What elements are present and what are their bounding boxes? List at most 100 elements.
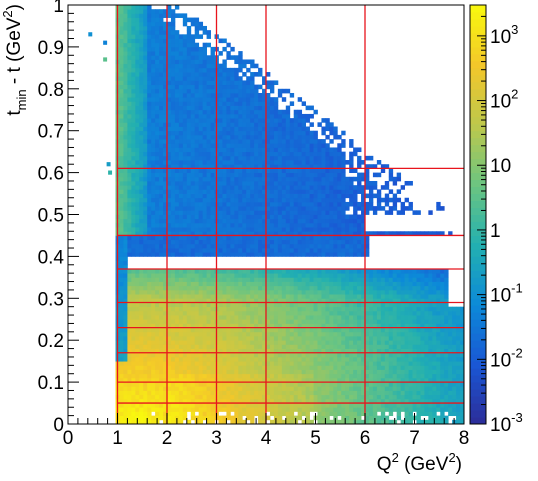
heatmap-cell [182, 97, 188, 102]
heatmap-cell [127, 84, 132, 90]
heatmap-cell [246, 252, 251, 257]
heatmap-cell [190, 105, 196, 111]
heatmap-cell [198, 289, 204, 295]
heatmap-cell [151, 180, 156, 186]
heatmap-cell [317, 365, 322, 370]
heatmap-cell [127, 327, 132, 333]
heatmap-cell [194, 134, 200, 140]
heatmap-cell [143, 302, 148, 308]
heatmap-cell [159, 377, 164, 383]
heatmap-cell [127, 151, 132, 157]
heatmap-cell [246, 180, 251, 186]
heatmap-cell [218, 151, 223, 157]
heatmap-cell [313, 377, 318, 383]
heatmap-cell [222, 88, 227, 94]
heatmap-cell [329, 298, 334, 303]
heatmap-cell [123, 130, 128, 136]
heatmap-cell [182, 298, 188, 303]
heatmap-cell [163, 72, 168, 77]
heatmap-cell [147, 9, 152, 14]
heatmap-cell [329, 382, 334, 387]
heatmap-cell [135, 201, 140, 207]
heatmap-cell [349, 361, 354, 366]
heatmap-cell [139, 239, 144, 245]
heatmap-cell [170, 268, 176, 274]
heatmap-cell [151, 59, 156, 65]
heatmap-cell [269, 398, 275, 404]
heatmap-cell [222, 109, 227, 115]
heatmap-cell [143, 88, 148, 94]
heatmap-cell [198, 143, 204, 148]
heatmap-cell [341, 231, 346, 236]
heatmap-cell [313, 176, 318, 182]
heatmap-cell [242, 227, 247, 232]
heatmap-cell [293, 201, 299, 207]
heatmap-cell [337, 289, 342, 295]
heatmap-cell [123, 67, 128, 73]
heatmap-cell [139, 76, 144, 81]
heatmap-cell [238, 55, 243, 60]
heatmap-cell [135, 285, 140, 291]
heatmap-cell [234, 164, 239, 169]
heatmap-cell [143, 403, 148, 408]
heatmap-cell [246, 248, 251, 253]
heatmap-cell [174, 105, 180, 111]
heatmap-cell [297, 201, 303, 207]
heatmap-cell [317, 386, 322, 391]
heatmap-cell [182, 390, 188, 396]
heatmap-cell [301, 294, 306, 299]
heatmap-cell [234, 134, 239, 140]
heatmap-cell [123, 17, 128, 23]
heatmap-cell [155, 289, 160, 295]
heatmap-cell [329, 168, 334, 173]
heatmap-cell [281, 172, 287, 178]
heatmap-cell [174, 386, 180, 391]
heatmap-cell [321, 298, 326, 303]
heatmap-cell [159, 273, 164, 278]
heatmap-cell [325, 277, 330, 282]
heatmap-cell [143, 231, 148, 236]
heatmap-cell [206, 373, 211, 379]
heatmap-cell [313, 155, 318, 161]
heatmap-cell [170, 273, 176, 278]
heatmap-cell [178, 164, 184, 169]
heatmap-cell [293, 248, 299, 253]
heatmap-cell [285, 189, 291, 194]
heatmap-cell [186, 214, 192, 220]
heatmap-cell [143, 118, 148, 123]
heatmap-cell [139, 277, 144, 282]
heatmap-cell [333, 130, 338, 136]
heatmap-cell [289, 268, 295, 274]
heatmap-cell [222, 210, 227, 215]
heatmap-cell [182, 415, 188, 421]
heatmap-cell [238, 394, 243, 400]
heatmap-cell [309, 327, 314, 333]
heatmap-cell [163, 377, 168, 383]
heatmap-cell [119, 386, 124, 391]
heatmap-cell [155, 382, 160, 387]
heatmap-cell [155, 46, 160, 52]
heatmap-cell [147, 382, 152, 387]
heatmap-cell [293, 310, 299, 316]
heatmap-cell [325, 122, 330, 127]
heatmap-cell [159, 218, 164, 224]
heatmap-cell [174, 231, 180, 236]
heatmap-cell [301, 252, 306, 257]
heatmap-cell [210, 118, 215, 123]
heatmap-cell [182, 126, 188, 132]
heatmap-cell [139, 419, 144, 425]
heatmap-cell [186, 302, 192, 308]
heatmap-cell [226, 151, 231, 157]
heatmap-cell [127, 331, 132, 337]
heatmap-cell [127, 403, 132, 408]
heatmap-cell [353, 377, 358, 383]
heatmap-cell [151, 373, 156, 379]
heatmap-cell [258, 331, 263, 337]
heatmap-cell [155, 273, 160, 278]
heatmap-cell [190, 38, 196, 44]
heatmap-cell [258, 231, 263, 236]
heatmap-cell [159, 72, 164, 77]
heatmap-cell [182, 248, 188, 253]
heatmap-cell [254, 356, 259, 362]
heatmap-cell [178, 72, 184, 77]
